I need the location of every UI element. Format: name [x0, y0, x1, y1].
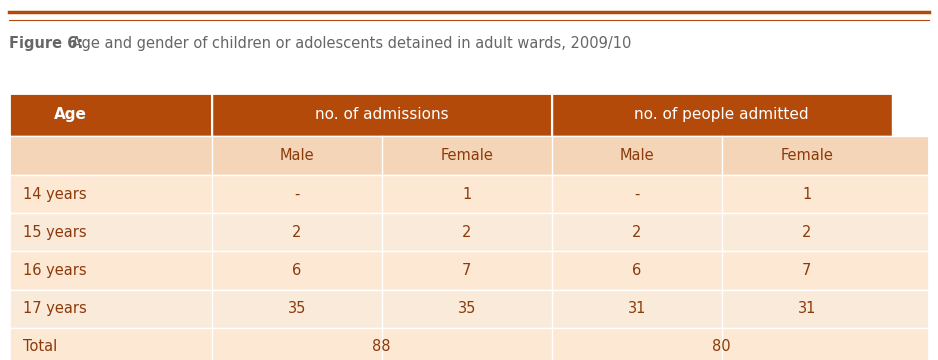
- Text: 2: 2: [292, 225, 301, 240]
- Text: 2: 2: [462, 225, 472, 240]
- Text: 31: 31: [797, 301, 816, 316]
- Text: 80: 80: [713, 339, 731, 354]
- Text: 16 years: 16 years: [23, 263, 87, 278]
- Text: 6: 6: [632, 263, 642, 278]
- Text: 88: 88: [372, 339, 391, 354]
- Text: 1: 1: [802, 187, 811, 202]
- Text: 6: 6: [292, 263, 301, 278]
- Text: 14 years: 14 years: [23, 187, 87, 202]
- Bar: [9, 328, 929, 360]
- Text: 2: 2: [802, 225, 811, 240]
- Text: 7: 7: [802, 263, 811, 278]
- Bar: [9, 213, 929, 252]
- Text: Female: Female: [440, 148, 493, 163]
- Text: 7: 7: [462, 263, 472, 278]
- Text: Male: Male: [619, 148, 654, 163]
- Text: Total: Total: [23, 339, 58, 354]
- Text: no. of admissions: no. of admissions: [315, 107, 448, 122]
- Text: -: -: [294, 187, 299, 202]
- Text: 1: 1: [462, 187, 471, 202]
- Bar: [552, 93, 892, 136]
- Text: 35: 35: [458, 301, 476, 316]
- Bar: [9, 252, 929, 289]
- Bar: [9, 289, 929, 328]
- Text: Male: Male: [280, 148, 314, 163]
- Text: -: -: [634, 187, 640, 202]
- Text: no. of people admitted: no. of people admitted: [634, 107, 809, 122]
- Text: Age: Age: [53, 107, 86, 122]
- Text: 35: 35: [287, 301, 306, 316]
- Bar: [9, 93, 929, 360]
- Text: Figure 6:: Figure 6:: [9, 36, 83, 51]
- Bar: [9, 93, 212, 136]
- Text: Age and gender of children or adolescents detained in adult wards, 2009/10: Age and gender of children or adolescent…: [67, 36, 631, 51]
- Bar: [212, 93, 552, 136]
- Bar: [9, 175, 929, 213]
- Text: 17 years: 17 years: [23, 301, 87, 316]
- Text: 2: 2: [632, 225, 642, 240]
- Text: Female: Female: [780, 148, 833, 163]
- Text: 31: 31: [628, 301, 646, 316]
- Text: 15 years: 15 years: [23, 225, 87, 240]
- Bar: [9, 136, 929, 175]
